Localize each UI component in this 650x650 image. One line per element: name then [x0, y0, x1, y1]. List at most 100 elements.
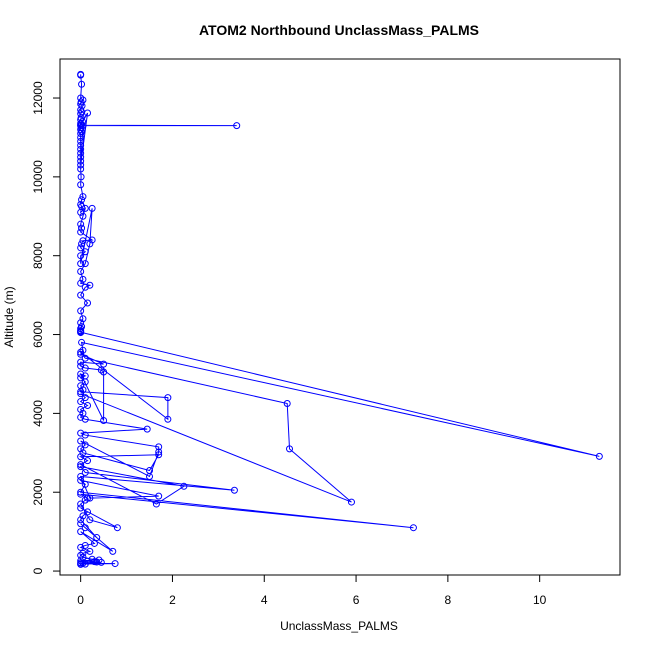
data-point	[77, 557, 85, 565]
data-point	[77, 173, 85, 181]
data-point	[86, 240, 94, 248]
chart-title: ATOM2 Northbound UnclassMass_PALMS	[199, 22, 479, 38]
data-point	[77, 291, 85, 299]
data-point	[79, 549, 87, 557]
data-point	[79, 346, 87, 354]
data-point	[84, 494, 92, 502]
x-axis-label: UnclassMass_PALMS	[280, 619, 398, 633]
data-point	[155, 443, 163, 451]
data-point	[113, 524, 121, 532]
data-point	[77, 208, 85, 216]
data-point	[77, 348, 85, 356]
data-point	[77, 543, 85, 551]
data-point	[143, 425, 151, 433]
data-point	[81, 283, 89, 291]
x-tick-label: 8	[445, 593, 452, 607]
data-point	[100, 368, 108, 376]
data-point	[77, 137, 85, 145]
data-point	[81, 480, 89, 488]
data-point	[77, 220, 85, 228]
data-point	[79, 409, 87, 417]
data-point	[81, 394, 89, 402]
data-point	[347, 498, 355, 506]
data-point	[100, 360, 108, 368]
data-point	[77, 413, 85, 421]
data-point	[77, 405, 85, 413]
data-point	[79, 237, 87, 245]
data-point	[81, 441, 89, 449]
data-point	[81, 496, 89, 504]
data-point	[77, 476, 85, 484]
data-point	[77, 149, 85, 157]
data-point	[79, 386, 87, 394]
data-point	[77, 504, 85, 512]
data-point	[77, 267, 85, 275]
data-point	[81, 248, 89, 256]
data-point	[81, 469, 89, 477]
data-point	[77, 260, 85, 268]
data-point	[78, 240, 86, 248]
data-point	[86, 547, 94, 555]
data-point	[155, 492, 163, 500]
data-point	[77, 157, 85, 165]
data-point	[77, 390, 85, 398]
data-point	[77, 228, 85, 236]
data-point	[77, 325, 85, 333]
data-point	[77, 560, 85, 568]
data-point	[81, 560, 89, 568]
data-point	[77, 429, 85, 437]
data-point	[78, 224, 86, 232]
y-tick-label: 8000	[31, 242, 45, 269]
data-point	[77, 252, 85, 260]
y-tick-label: 12000	[31, 81, 45, 115]
data-point	[81, 431, 89, 439]
x-tick-label: 0	[77, 593, 84, 607]
data-point	[86, 281, 94, 289]
data-point	[77, 161, 85, 169]
data-point	[97, 558, 105, 566]
x-tick-label: 10	[533, 593, 547, 607]
data-point	[86, 494, 94, 502]
data-point	[84, 109, 92, 117]
data-point	[77, 328, 85, 336]
y-axis: 0 2000 4000 6000 8000 10000 12000	[31, 81, 61, 574]
data-point	[180, 482, 188, 490]
x-tick-label: 4	[261, 593, 268, 607]
plot-area	[77, 70, 603, 568]
data-point	[77, 445, 85, 453]
data-point	[77, 145, 85, 153]
data-point	[77, 350, 85, 358]
data-point	[97, 366, 105, 374]
data-point	[93, 558, 101, 566]
data-point	[77, 181, 85, 189]
data-point	[155, 448, 163, 456]
data-point	[77, 488, 85, 496]
data-point	[78, 80, 86, 88]
data-point	[233, 122, 241, 130]
data-point	[77, 437, 85, 445]
y-tick-label: 2000	[31, 479, 45, 506]
data-point	[81, 354, 89, 362]
data-point	[286, 445, 294, 453]
data-point	[93, 534, 101, 542]
data-point	[90, 539, 98, 547]
data-point	[77, 461, 85, 469]
y-axis-label: Altitude (m)	[2, 286, 16, 347]
data-point	[77, 500, 85, 508]
y-tick-label: 4000	[31, 400, 45, 427]
data-point	[77, 520, 85, 528]
data-point	[155, 451, 163, 459]
data-point	[81, 524, 89, 532]
data-point	[77, 463, 85, 471]
data-point	[77, 528, 85, 536]
data-point	[86, 516, 94, 524]
data-point	[595, 452, 603, 460]
data-point	[81, 364, 89, 372]
y-tick-label: 6000	[31, 321, 45, 348]
data-point	[78, 196, 86, 204]
y-tick-label: 10000	[31, 160, 45, 194]
data-point	[77, 472, 85, 480]
data-point	[77, 307, 85, 315]
data-point	[79, 512, 87, 520]
data-point	[77, 244, 85, 252]
